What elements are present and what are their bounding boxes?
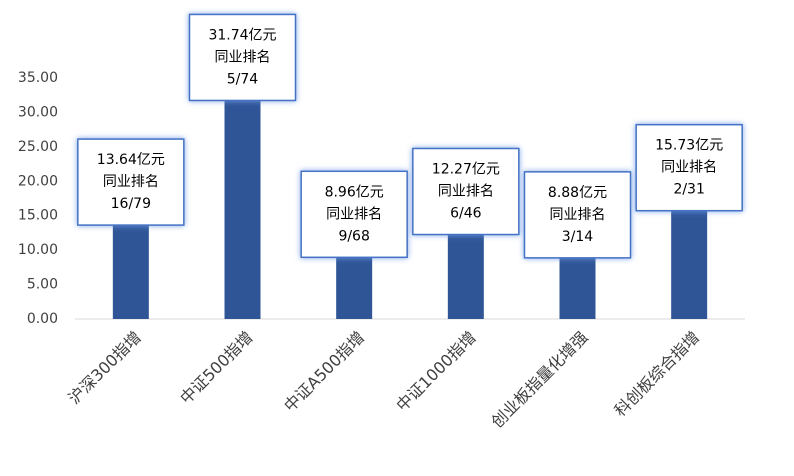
y-tick-label: 15.00 xyxy=(18,208,58,224)
annotation-box xyxy=(412,147,520,236)
rank-title: 同业排名 xyxy=(661,160,717,176)
bar xyxy=(336,257,373,319)
rank-label: 6/46 xyxy=(450,206,482,222)
bar xyxy=(559,257,596,319)
x-tick-label: 沪深300指增 xyxy=(65,328,145,408)
bar xyxy=(112,225,149,319)
value-label: 13.64亿元 xyxy=(97,152,165,168)
bar xyxy=(671,210,708,319)
value-label: 31.74亿元 xyxy=(208,27,276,43)
value-label: 15.73亿元 xyxy=(655,138,723,154)
y-tick-label: 0.00 xyxy=(27,311,58,327)
x-tick-label: 创业板指量化增强 xyxy=(488,328,592,432)
y-tick-label: 20.00 xyxy=(18,173,58,189)
rank-title: 同业排名 xyxy=(215,49,271,65)
annotation-box xyxy=(523,171,632,259)
y-tick-label: 30.00 xyxy=(18,104,58,120)
rank-title: 同业排名 xyxy=(438,184,494,200)
value-label: 8.88亿元 xyxy=(548,185,607,201)
rank-title: 同业排名 xyxy=(550,207,606,223)
value-label: 8.96亿元 xyxy=(325,184,384,200)
y-tick-label: 35.00 xyxy=(18,70,58,86)
rank-label: 5/74 xyxy=(227,71,259,87)
rank-label: 3/14 xyxy=(562,229,594,245)
annotation-box xyxy=(77,138,185,226)
x-tick-label: 中证1000指增 xyxy=(392,328,479,415)
rank-title: 同业排名 xyxy=(326,206,382,222)
rank-label: 9/68 xyxy=(338,228,369,244)
annotation-box xyxy=(188,13,297,102)
x-tick-label: 中证500指增 xyxy=(176,328,256,408)
value-label: 12.27亿元 xyxy=(432,162,500,178)
y-tick-label: 5.00 xyxy=(27,277,58,293)
y-tick-label: 10.00 xyxy=(18,242,58,258)
annotation-box xyxy=(635,123,743,212)
y-tick-label: 25.00 xyxy=(18,139,58,155)
x-tick-label: 科创板综合指增 xyxy=(611,328,704,421)
rank-label: 16/79 xyxy=(111,196,151,212)
bar xyxy=(447,234,484,319)
rank-label: 2/31 xyxy=(673,182,704,198)
bar xyxy=(224,100,261,320)
rank-title: 同业排名 xyxy=(103,174,159,190)
x-tick-label: 中证A500指增 xyxy=(280,328,368,416)
annotation-box xyxy=(300,170,408,259)
